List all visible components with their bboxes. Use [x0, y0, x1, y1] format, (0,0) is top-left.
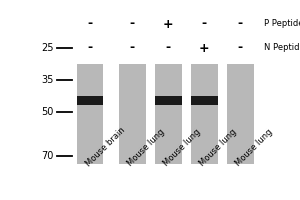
Bar — [76, 64, 103, 164]
Text: -: - — [87, 18, 93, 30]
Text: +: + — [163, 18, 173, 30]
Text: -: - — [237, 42, 243, 54]
Bar — [118, 64, 146, 164]
Bar — [190, 96, 218, 104]
Text: -: - — [129, 18, 135, 30]
Text: -: - — [237, 18, 243, 30]
Text: Mouse brain: Mouse brain — [84, 125, 127, 168]
Text: +: + — [199, 42, 209, 54]
Text: N Peptide: N Peptide — [264, 44, 300, 52]
Text: Mouse lung: Mouse lung — [198, 127, 238, 168]
Text: -: - — [165, 42, 171, 54]
Text: -: - — [201, 18, 207, 30]
Text: Mouse lung: Mouse lung — [162, 127, 202, 168]
Text: 25: 25 — [41, 43, 54, 53]
Bar — [154, 64, 182, 164]
Text: Mouse lung: Mouse lung — [126, 127, 166, 168]
Text: -: - — [129, 42, 135, 54]
Text: -: - — [87, 42, 93, 54]
Bar — [226, 64, 254, 164]
Bar — [190, 64, 218, 164]
Bar — [76, 96, 103, 104]
Text: 70: 70 — [42, 151, 54, 161]
Text: 50: 50 — [42, 107, 54, 117]
Text: P Peptide: P Peptide — [264, 20, 300, 28]
Text: Mouse lung: Mouse lung — [234, 127, 274, 168]
Bar — [154, 96, 182, 104]
Text: 35: 35 — [42, 75, 54, 85]
